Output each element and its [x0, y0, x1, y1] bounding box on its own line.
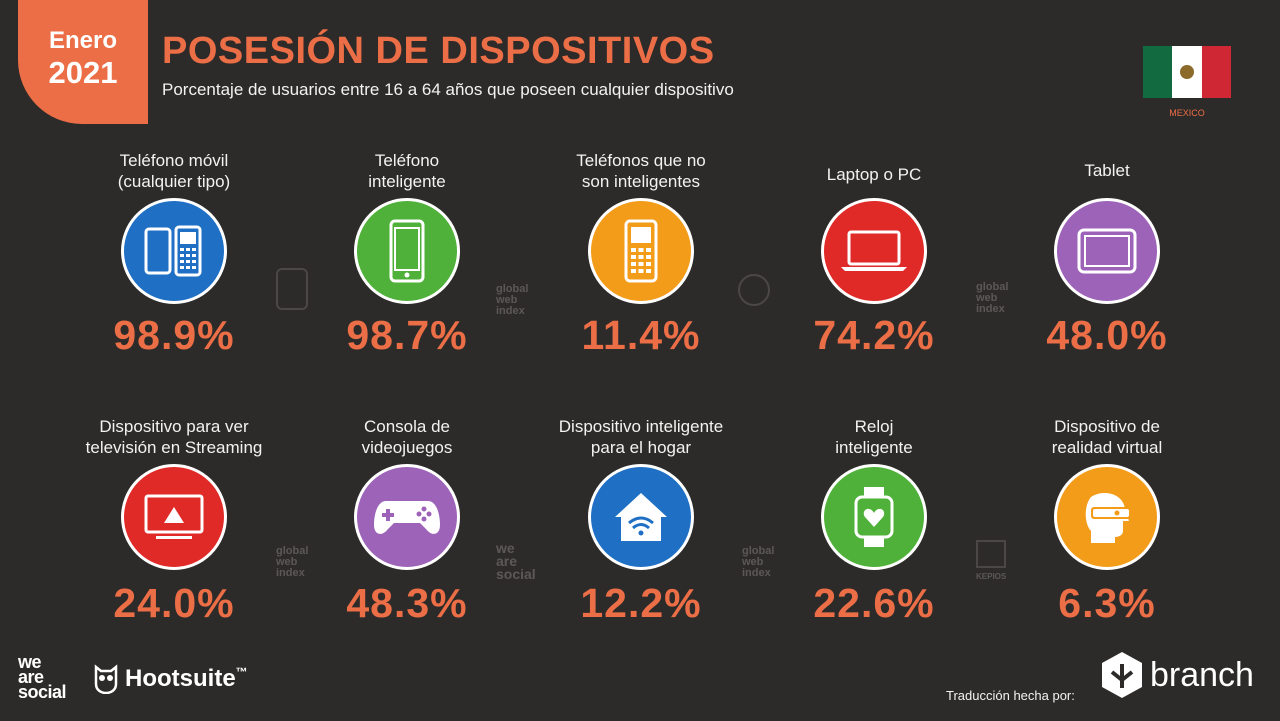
branch-logo: branch	[1100, 650, 1254, 700]
device-value: 98.7%	[346, 312, 468, 358]
device-label: Teléfonos que no son inteligentes	[576, 151, 706, 191]
kepios-watermark: KEPIOS	[976, 540, 1006, 582]
device-label: Reloj inteligente	[835, 417, 913, 457]
badge-month: Enero	[48, 27, 117, 54]
device-value: 74.2%	[813, 312, 935, 358]
branch-wordmark: branch	[1150, 655, 1254, 694]
laptop-icon	[821, 198, 927, 304]
translation-credit: Traducción hecha por:	[946, 688, 1075, 703]
vr-headset-icon	[1054, 464, 1160, 570]
device-value: 24.0%	[113, 580, 235, 626]
branch-hexagon-icon	[1102, 652, 1142, 698]
was-watermark: we are social	[496, 540, 536, 582]
device-label: Consola de videojuegos	[361, 417, 453, 457]
phones-icon	[121, 198, 227, 304]
trademark: ™	[235, 665, 248, 679]
badge-year: 2021	[48, 55, 118, 90]
gwi-watermark: global web index	[276, 545, 309, 579]
device-value: 48.0%	[1046, 312, 1168, 358]
smartwatch-icon	[821, 464, 927, 570]
country-label: MEXICO	[1169, 108, 1205, 118]
device-value: 98.9%	[113, 312, 235, 358]
device-label: Teléfono inteligente	[368, 151, 446, 191]
hootsuite-watermark-icon	[276, 268, 308, 310]
gamepad-icon	[354, 464, 460, 570]
page-title: POSESIÓN DE DISPOSITIVOS	[162, 30, 715, 72]
page-subtitle: Porcentaje de usuarios entre 16 a 64 año…	[162, 80, 734, 99]
smart-home-icon	[588, 464, 694, 570]
device-label: Tablet	[1084, 161, 1130, 180]
streaming-tv-icon	[121, 464, 227, 570]
lightbulb-watermark-icon	[738, 274, 770, 306]
tablet-icon	[1054, 198, 1160, 304]
feature-phone-icon	[588, 198, 694, 304]
device-label: Dispositivo de realidad virtual	[1051, 417, 1163, 457]
device-label: Dispositivo para ver televisión en Stream…	[85, 417, 263, 457]
smartphone-icon	[354, 198, 460, 304]
we-are-social-logo: we are social	[18, 652, 67, 702]
hootsuite-logo: Hootsuite™	[93, 664, 248, 694]
device-label: Laptop o PC	[826, 165, 922, 184]
device-value: 11.4%	[581, 312, 701, 358]
device-label: Dispositivo inteligente para el hogar	[558, 417, 724, 457]
gwi-watermark: global web index	[742, 545, 775, 579]
mexico-flag-icon	[1143, 46, 1231, 98]
device-label: Teléfono móvil (cualquier tipo)	[117, 151, 231, 191]
device-value: 12.2%	[580, 580, 702, 626]
gwi-watermark: global web index	[976, 281, 1009, 315]
date-badge: Enero 2021	[18, 0, 148, 124]
owl-icon	[94, 664, 118, 694]
gwi-watermark: global web index	[496, 283, 529, 317]
device-value: 48.3%	[346, 580, 468, 626]
device-value: 22.6%	[813, 580, 935, 626]
device-value: 6.3%	[1058, 580, 1156, 626]
hootsuite-wordmark: Hootsuite	[125, 665, 236, 692]
